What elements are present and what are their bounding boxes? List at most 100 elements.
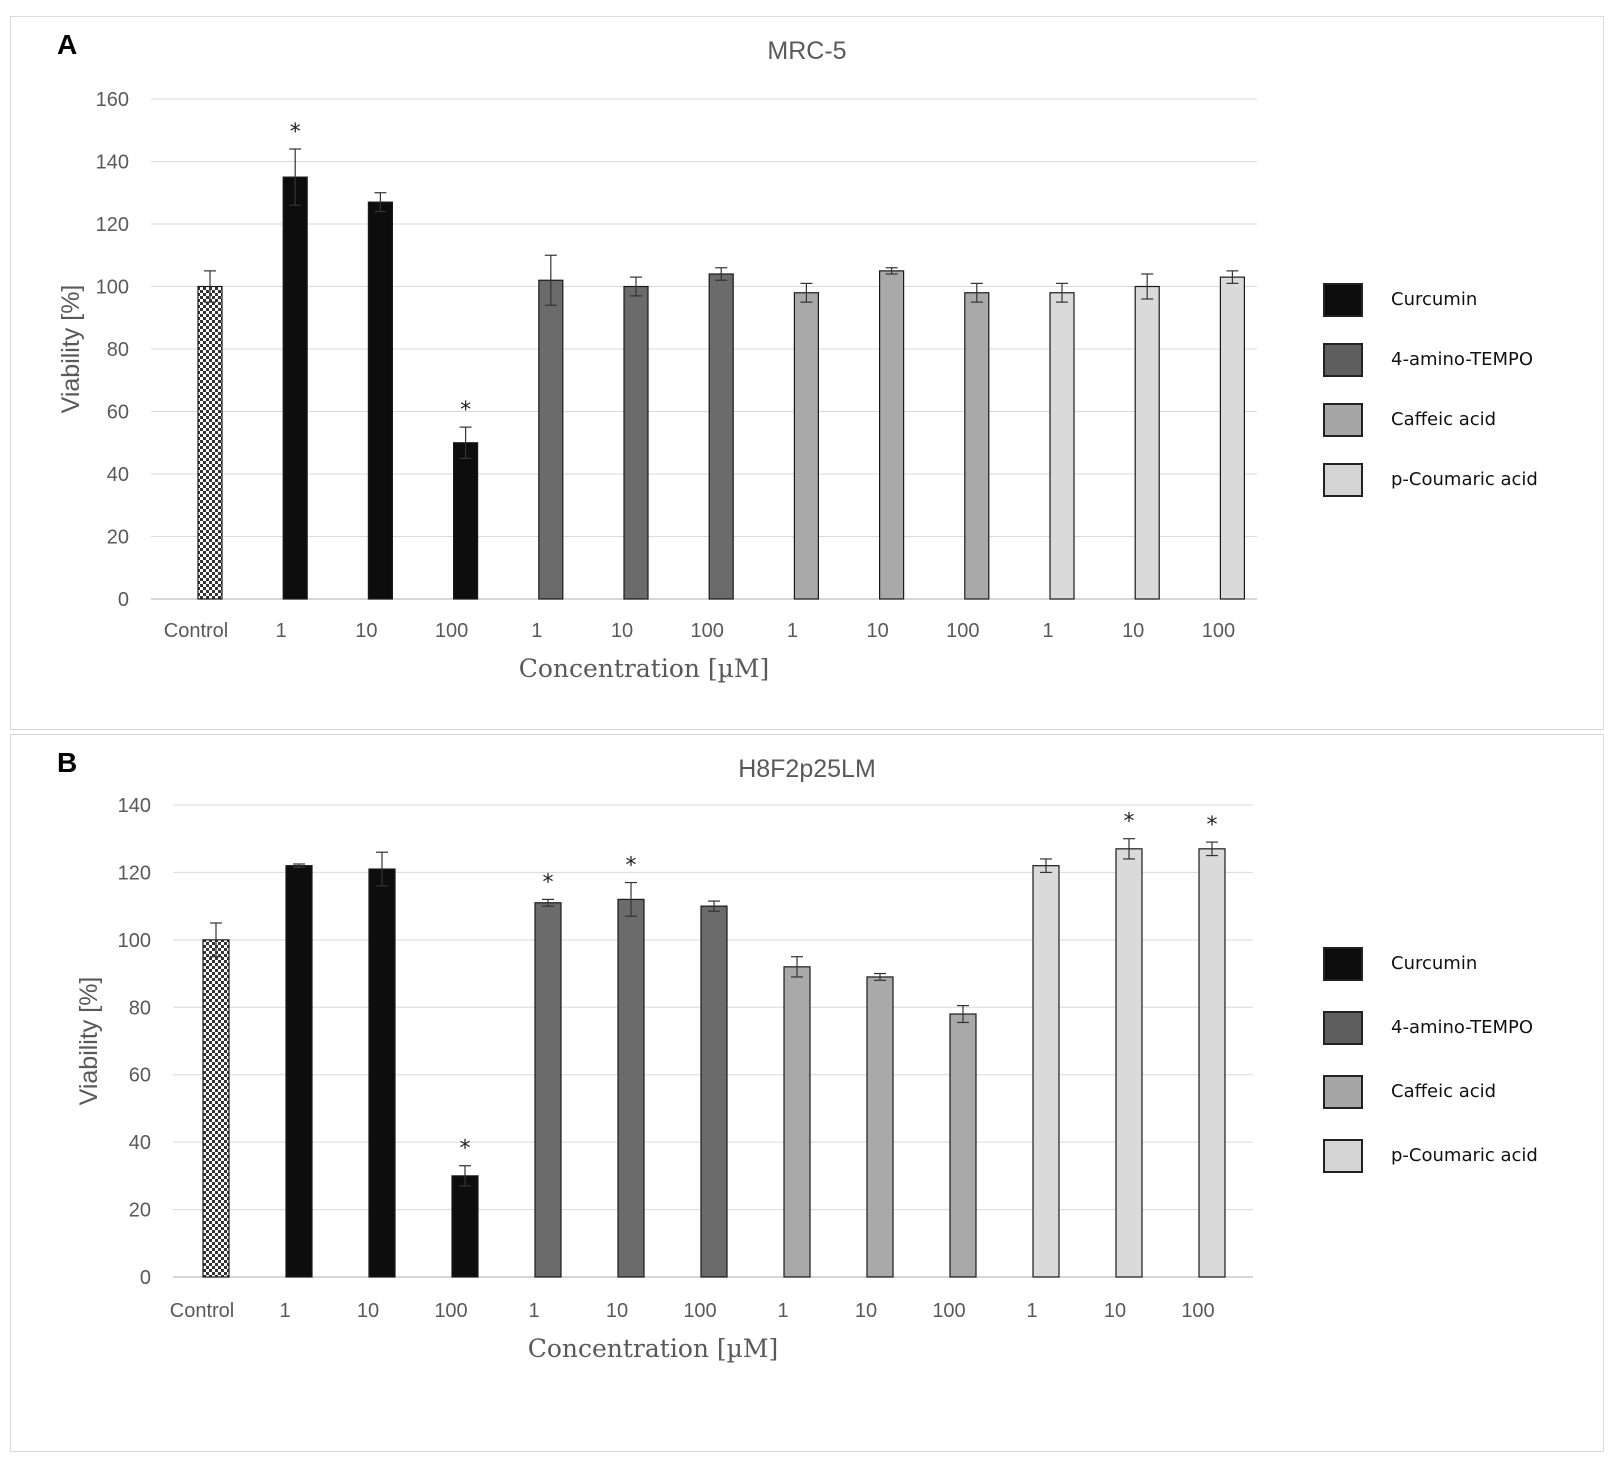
x-tick-label: 1 [528,1300,539,1322]
x-tick-label: 100 [683,1300,716,1322]
bar-curcumin [453,442,479,600]
significance-marker: * [1124,810,1135,835]
bar-chart-mrc5: 0 20 40 60 80 100 120 140 160 Control * 1 10 * 100 1 10 1… [57,89,1257,683]
legend-label: 4-amino-TEMPO [1391,1017,1534,1038]
error-bar [210,922,222,958]
bar-coumaric [1219,276,1246,600]
y-tick-label: 80 [107,339,129,361]
x-tick-label: 1 [787,620,798,642]
bar-tempo [623,285,649,600]
bar-coumaric [1032,865,1060,1278]
error-bar [1040,858,1052,874]
bar-caffeic [964,292,990,600]
legend-swatch [1323,1075,1363,1109]
legend-swatch [1323,1139,1363,1173]
y-tick-label: 100 [118,930,151,952]
y-tick-label: 40 [107,464,129,486]
legend-item: p-Coumaric acid [1323,1139,1593,1179]
error-bar [293,863,305,868]
bar-curcumin [282,176,308,600]
bar-coumaric [1115,848,1143,1278]
y-tick-label: 100 [96,277,129,299]
bar-coumaric [1134,285,1160,600]
y-tick-label: 160 [96,89,129,111]
legend-item: p-Coumaric acid [1323,463,1593,503]
error-bar [970,282,983,303]
panel-letter: A [57,29,78,60]
x-tick-label: 1 [1026,1300,1037,1322]
bar-curcumin [451,1175,479,1278]
error-bar [459,1165,471,1187]
legend-swatch [1323,403,1363,437]
x-tick-label: 10 [357,1300,379,1322]
error-bar [708,900,720,912]
panel-b: B H8F2p25LM 0 20 40 60 80 100 120 140 Control 1 10… [10,734,1604,1452]
error-bar [542,898,554,907]
bar-tempo [700,905,728,1278]
panel-letter: B [57,747,78,778]
y-tick-label: 20 [107,527,129,549]
y-tick-label: 120 [118,862,151,884]
x-tick-label: 10 [355,620,377,642]
x-tick-label: 10 [606,1300,628,1322]
legend-swatch [1323,463,1363,497]
x-axis-title: Concentration [µM] [528,1334,779,1363]
x-tick-label: Control [170,1300,234,1322]
legend-label: p-Coumaric acid [1391,1145,1538,1166]
x-tick-label: 1 [531,620,542,642]
y-tick-label: 80 [129,997,151,1019]
x-tick-label: 1 [279,1300,290,1322]
significance-marker: * [543,870,554,895]
error-bar [630,276,642,297]
y-tick-label: 140 [118,795,151,817]
x-tick-label: 10 [1104,1300,1126,1322]
x-tick-label: 100 [435,620,468,642]
bar-chart-h8f2p25lm: 0 20 40 60 80 100 120 140 Control 1 10 * 100 * 1 * 10 100… [75,795,1253,1363]
bar-curcumin [367,201,393,600]
error-bar [374,192,387,213]
x-tick-label: 100 [434,1300,467,1322]
error-bar [544,254,557,306]
y-tick-label: 20 [129,1200,151,1222]
error-bar [791,956,803,978]
error-bar [885,267,898,275]
x-tick-label: 100 [946,620,979,642]
legend-label: Curcumin [1391,289,1478,310]
error-bar [1226,270,1239,284]
error-bar [204,270,216,303]
y-axis-title: Viability [%] [75,977,103,1106]
x-tick-label: 1 [276,620,287,642]
y-tick-label: 120 [96,214,129,236]
x-tick-label: 100 [1202,620,1235,642]
error-bar [376,851,388,887]
significance-marker: * [290,120,301,145]
y-tick-label: 0 [118,589,129,611]
legend-label: 4-amino-TEMPO [1391,349,1534,370]
legend-swatch [1323,343,1363,377]
y-tick-label: 140 [96,152,129,174]
bar-tempo [617,898,645,1278]
bar-caffeic [949,1013,977,1278]
significance-marker: * [460,1137,471,1162]
bar-tempo [538,279,564,600]
bar-caffeic [783,966,811,1278]
legend-item: 4-amino-TEMPO [1323,343,1593,383]
error-bar [289,148,302,206]
legend-label: p-Coumaric acid [1391,469,1538,490]
error-bar [1056,282,1068,303]
error-bar [1206,841,1218,857]
x-tick-label: 10 [866,620,888,642]
error-bar [459,426,472,459]
chart-title: H8F2p25LM [738,755,876,783]
error-bar [1141,273,1154,300]
x-tick-label: Control [164,620,228,642]
significance-marker: * [460,398,471,423]
error-bar [957,1005,969,1024]
x-tick-label: 100 [1181,1300,1214,1322]
panel-a: A MRC-5 0 20 40 60 80 100 120 140 160 Control * 1 10… [10,16,1604,730]
legend-item: 4-amino-TEMPO [1323,1011,1593,1051]
x-tick-label: 100 [932,1300,965,1322]
x-tick-label: 10 [611,620,633,642]
x-tick-label: 1 [777,1300,788,1322]
y-tick-label: 60 [107,402,129,424]
